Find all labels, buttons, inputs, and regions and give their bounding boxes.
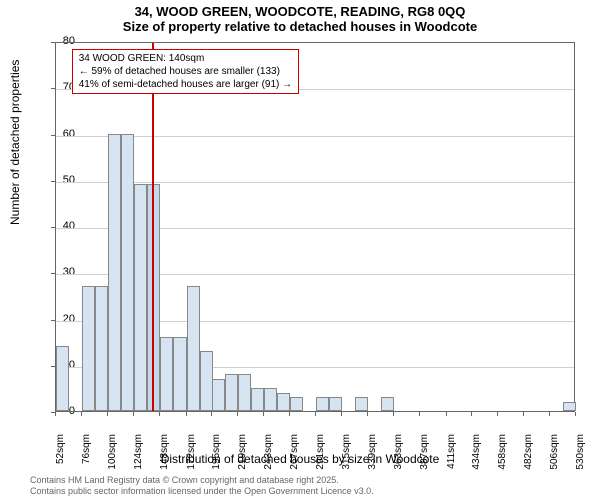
histogram-bar	[277, 393, 290, 412]
histogram-bar	[187, 286, 200, 411]
annotation-line-3: 41% of semi-detached houses are larger (…	[79, 78, 292, 91]
histogram-bar	[82, 286, 95, 411]
histogram-bar	[121, 134, 134, 412]
histogram-bar	[329, 397, 342, 411]
marker-line	[152, 43, 154, 411]
chart-container: 34, WOOD GREEN, WOODCOTE, READING, RG8 0…	[0, 0, 600, 500]
histogram-bar	[134, 184, 147, 411]
histogram-bar	[238, 374, 251, 411]
annotation-line-2: ← 59% of detached houses are smaller (13…	[79, 65, 292, 78]
histogram-bar	[290, 397, 303, 411]
histogram-bar	[95, 286, 108, 411]
histogram-bar	[355, 397, 368, 411]
footer-line-2: Contains public sector information licen…	[30, 486, 374, 498]
histogram-bar	[316, 397, 329, 411]
y-axis-label: Number of detached properties	[8, 60, 22, 225]
plot-area: 34 WOOD GREEN: 140sqm ← 59% of detached …	[55, 42, 575, 412]
histogram-bar	[251, 388, 264, 411]
histogram-bar	[264, 388, 277, 411]
annotation-line-1: 34 WOOD GREEN: 140sqm	[79, 52, 292, 65]
footer-line-1: Contains HM Land Registry data © Crown c…	[30, 475, 374, 487]
histogram-bar	[381, 397, 394, 411]
title-line-2: Size of property relative to detached ho…	[0, 19, 600, 34]
title-line-1: 34, WOOD GREEN, WOODCOTE, READING, RG8 0…	[0, 4, 600, 19]
x-axis-label: Distribution of detached houses by size …	[0, 452, 600, 466]
annotation-box: 34 WOOD GREEN: 140sqm ← 59% of detached …	[72, 49, 299, 94]
histogram-bar	[108, 134, 121, 412]
title-block: 34, WOOD GREEN, WOODCOTE, READING, RG8 0…	[0, 0, 600, 34]
histogram-bar	[160, 337, 173, 411]
histogram-bar	[147, 184, 160, 411]
histogram-bar	[212, 379, 225, 411]
histogram-bar	[173, 337, 186, 411]
histogram-bar	[56, 346, 69, 411]
footer: Contains HM Land Registry data © Crown c…	[30, 475, 374, 498]
histogram-bar	[225, 374, 238, 411]
histogram-bar	[563, 402, 576, 411]
